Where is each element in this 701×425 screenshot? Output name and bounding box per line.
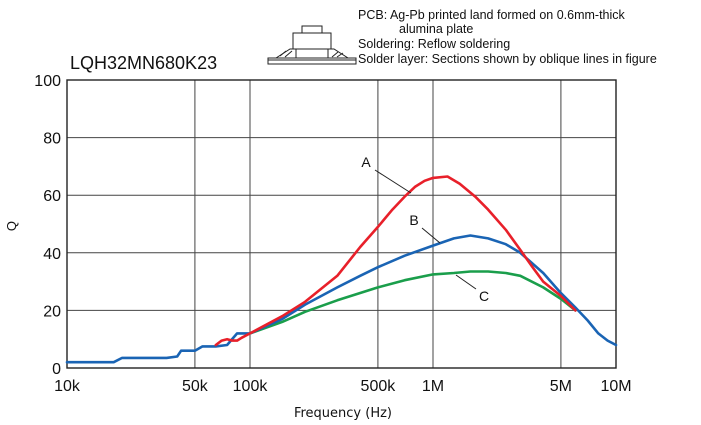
- annotation-leader-b: [421, 227, 441, 244]
- series-curves: [65, 175, 618, 364]
- note-soldering: Soldering: Reflow soldering: [358, 37, 510, 51]
- y-axis-label: Q: [4, 221, 19, 231]
- annotation-leader-a: [374, 169, 412, 194]
- annotation-label-b: B: [409, 212, 418, 228]
- annotation-label-c: C: [479, 288, 489, 304]
- x-tick-label: 100k: [233, 378, 269, 395]
- x-axis-label: Frequency (Hz): [294, 406, 392, 421]
- x-tick-label: 50k: [182, 378, 209, 395]
- mounting-diagram-icon: [267, 25, 357, 65]
- y-tick-label: 0: [52, 361, 61, 378]
- y-axis-tick-labels: 0 20 40 60 80 100: [34, 73, 61, 378]
- note-solder-layer: Solder layer: Sections shown by oblique …: [358, 52, 657, 66]
- grid-lines: [67, 80, 616, 368]
- x-tick-label: 10k: [54, 378, 81, 395]
- note-pcb-cont: alumina plate: [399, 22, 473, 36]
- annotation-leader-c: [455, 274, 477, 290]
- x-axis-tick-labels: 10k 50k 100k 500k 1M 5M 10M: [54, 378, 631, 395]
- annotation-label-a: A: [361, 154, 371, 170]
- series-line-a: [214, 175, 577, 347]
- series-line-c: [248, 270, 577, 335]
- x-tick-label: 10M: [600, 378, 631, 395]
- x-tick-label: 5M: [550, 378, 572, 395]
- series-annotations: A B C: [361, 154, 489, 304]
- x-tick-label: 1M: [422, 378, 444, 395]
- plot-frame: [66, 79, 617, 369]
- x-tick-label: 500k: [361, 378, 397, 395]
- y-tick-label: 100: [34, 73, 61, 90]
- y-tick-label: 40: [43, 246, 61, 263]
- series-line-b: [65, 234, 618, 364]
- y-tick-label: 80: [43, 131, 61, 148]
- chart-title: LQH32MN680K23: [70, 53, 217, 73]
- y-tick-label: 60: [43, 188, 61, 205]
- y-tick-label: 20: [43, 303, 61, 320]
- note-pcb: PCB: Ag-Pb printed land formed on 0.6mm-…: [358, 8, 626, 22]
